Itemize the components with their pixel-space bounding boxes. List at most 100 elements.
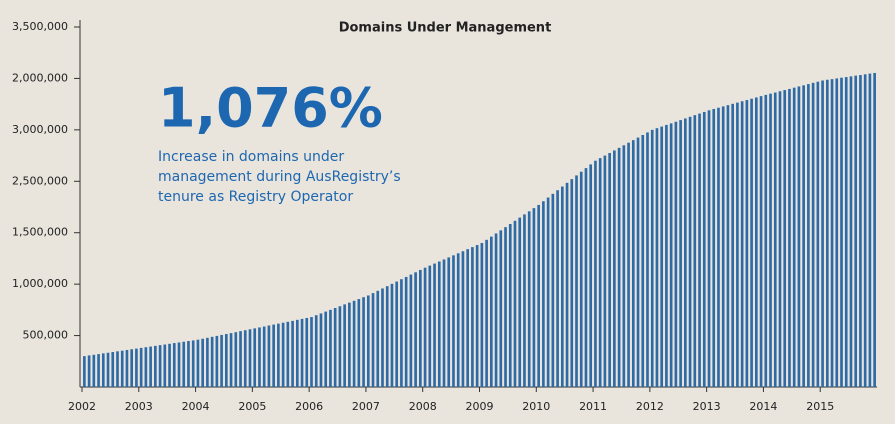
bar <box>234 332 238 387</box>
bar <box>684 118 687 387</box>
bar <box>759 96 763 388</box>
bar <box>830 79 834 388</box>
bar <box>608 153 611 387</box>
bar <box>655 128 659 387</box>
x-tick-label: 2009 <box>466 400 494 413</box>
bar <box>352 300 356 387</box>
bar <box>504 227 507 387</box>
bar <box>480 243 484 387</box>
bar <box>532 208 536 387</box>
bar <box>740 101 744 388</box>
bar <box>130 349 134 387</box>
bar <box>414 272 417 387</box>
bar <box>854 75 858 387</box>
bar <box>404 276 408 387</box>
bar <box>646 132 649 387</box>
bar <box>546 197 550 387</box>
bar <box>556 190 559 387</box>
bar <box>702 111 706 388</box>
bar <box>778 91 782 388</box>
bar <box>797 86 801 388</box>
bar <box>475 245 479 387</box>
bar <box>92 354 96 387</box>
bar <box>338 306 342 387</box>
bar <box>172 343 176 387</box>
bar <box>627 142 630 387</box>
bar <box>437 261 441 387</box>
bar <box>721 106 725 388</box>
bar <box>783 90 787 388</box>
bar <box>551 193 555 387</box>
bar <box>310 317 313 387</box>
y-tick-label: 500,000 <box>23 329 69 342</box>
x-tick-label: 2013 <box>693 400 721 413</box>
bar <box>243 330 247 387</box>
bar <box>665 124 668 388</box>
bar <box>736 102 739 387</box>
bar <box>669 123 673 388</box>
bar <box>816 81 820 387</box>
bar <box>560 186 564 387</box>
bar <box>835 78 839 387</box>
y-tick-label: 3,500,000 <box>12 20 68 33</box>
y-tick-label: 2,500,000 <box>12 174 68 187</box>
bar <box>717 107 720 387</box>
chart-title: Domains Under Management <box>339 21 552 36</box>
bar <box>811 82 815 387</box>
bar <box>343 304 346 387</box>
bar <box>594 160 597 387</box>
bar <box>381 288 384 387</box>
bar <box>726 105 730 388</box>
bar <box>286 321 290 387</box>
bar <box>144 347 148 387</box>
x-tick-label: 2012 <box>636 400 664 413</box>
bar <box>523 214 526 387</box>
bar <box>215 335 219 387</box>
x-tick-label: 2008 <box>409 400 437 413</box>
bar <box>239 331 242 387</box>
y-tick-label: 3,000,000 <box>12 123 68 136</box>
bar <box>97 354 100 387</box>
bar <box>518 217 522 387</box>
bar <box>196 339 200 387</box>
bar <box>764 94 768 387</box>
bar <box>400 279 403 387</box>
bar <box>409 274 413 387</box>
bar <box>385 286 389 387</box>
bar <box>253 328 257 387</box>
bar <box>291 320 294 387</box>
bar <box>187 341 190 387</box>
bar <box>324 311 328 387</box>
bar <box>83 356 86 387</box>
y-tick-label: 1,500,000 <box>12 226 68 239</box>
bar <box>650 129 654 387</box>
bar <box>485 239 488 387</box>
bar <box>267 325 271 387</box>
bar <box>508 223 512 387</box>
bar <box>106 352 110 387</box>
y-tick-label: 2,000,000 <box>12 71 68 84</box>
bar <box>329 309 332 387</box>
x-tick-label: 2003 <box>125 400 153 413</box>
bar <box>584 168 588 387</box>
bar <box>707 110 711 388</box>
bar <box>333 308 337 387</box>
bar <box>423 267 427 387</box>
bar <box>295 319 299 387</box>
bar <box>168 343 171 387</box>
bar <box>277 323 280 387</box>
bar <box>371 293 375 387</box>
bar <box>868 73 872 387</box>
x-tick-label: 2010 <box>522 400 550 413</box>
bar <box>348 302 351 387</box>
bar <box>149 346 152 387</box>
bar <box>87 355 91 387</box>
bar <box>840 77 843 388</box>
bar <box>125 349 129 387</box>
bar <box>191 340 195 387</box>
x-tick-label: 2007 <box>352 400 380 413</box>
x-tick-label: 2015 <box>806 400 834 413</box>
x-tick-label: 2005 <box>238 400 266 413</box>
x-tick-label: 2002 <box>68 400 96 413</box>
bar <box>116 351 119 387</box>
